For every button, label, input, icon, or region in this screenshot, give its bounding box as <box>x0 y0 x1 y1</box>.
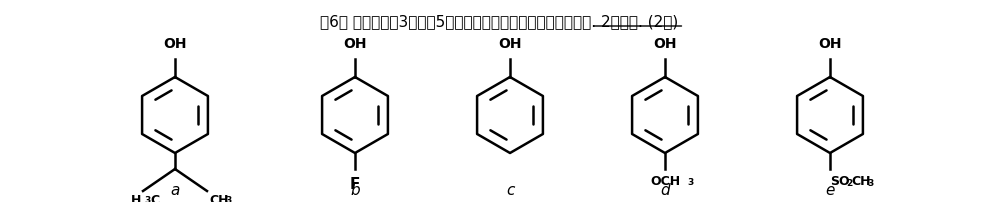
Text: OH: OH <box>499 37 521 51</box>
Text: d: d <box>660 183 669 198</box>
Text: 3: 3 <box>867 179 873 188</box>
Text: 【6】 次のうち、3番目と5番目に酸性度が高い化合物はどれか. 2つ選べ. (2点): 【6】 次のうち、3番目と5番目に酸性度が高い化合物はどれか. 2つ選べ. (2… <box>321 14 678 29</box>
Text: OCH: OCH <box>650 175 680 188</box>
Text: OH: OH <box>653 37 676 51</box>
Text: CH: CH <box>209 194 229 202</box>
Text: 3: 3 <box>225 196 231 202</box>
Text: SO: SO <box>830 175 849 188</box>
Text: e: e <box>825 183 835 198</box>
Text: OH: OH <box>163 37 187 51</box>
Text: 3: 3 <box>687 178 693 187</box>
Text: C: C <box>150 194 159 202</box>
Text: b: b <box>351 183 360 198</box>
Text: OH: OH <box>344 37 367 51</box>
Text: CH: CH <box>851 175 870 188</box>
Text: c: c <box>505 183 514 198</box>
Text: H: H <box>131 194 141 202</box>
Text: F: F <box>350 177 361 192</box>
Text: 3: 3 <box>144 196 150 202</box>
Text: a: a <box>170 183 180 198</box>
Text: OH: OH <box>818 37 842 51</box>
Text: 2: 2 <box>846 179 852 188</box>
